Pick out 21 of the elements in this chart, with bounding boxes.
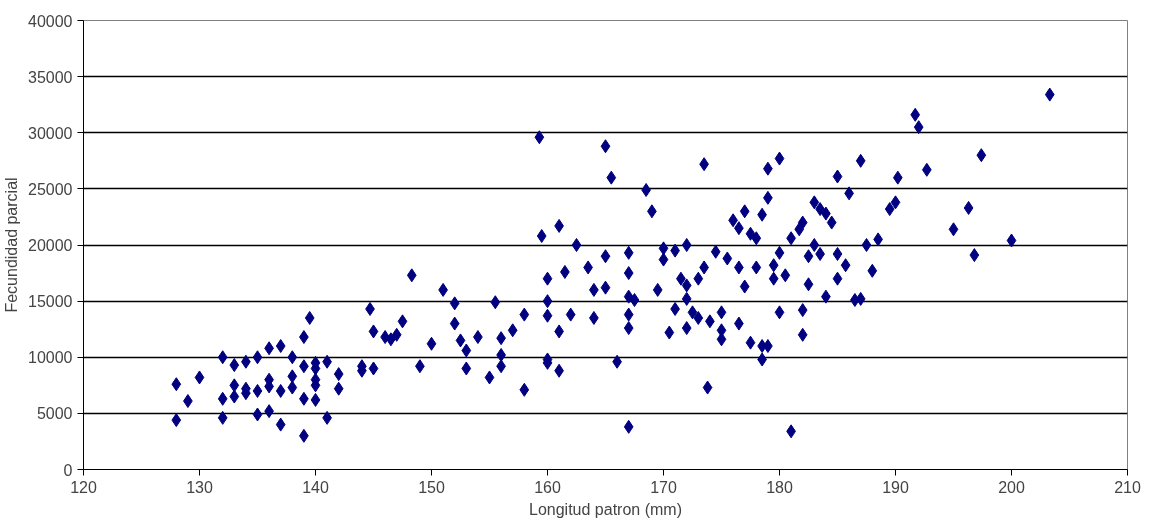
y-tick-label: 15000 xyxy=(28,293,73,311)
x-tick-label: 190 xyxy=(882,478,909,496)
x-tick-label: 150 xyxy=(418,478,445,496)
x-tick-label: 160 xyxy=(534,478,561,496)
x-tick-label: 140 xyxy=(302,478,329,496)
y-tick-label: 10000 xyxy=(28,349,73,367)
x-tick-label: 210 xyxy=(1114,478,1141,496)
x-tick-label: 170 xyxy=(650,478,677,496)
x-tick-label: 120 xyxy=(70,478,97,496)
y-tick-label: 20000 xyxy=(28,237,73,254)
y-tick-label: 25000 xyxy=(28,180,73,198)
x-tick-label: 130 xyxy=(186,478,213,496)
y-tick-label: 5000 xyxy=(36,405,73,423)
x-axis-title: Longitud patron (mm) xyxy=(529,500,682,518)
x-tick-label: 180 xyxy=(766,478,793,496)
y-tick-label: 40000 xyxy=(28,12,73,30)
y-tick-label: 0 xyxy=(63,461,73,479)
x-tick-label: 200 xyxy=(998,478,1025,496)
y-axis-title: Fecundidad parcial xyxy=(3,177,21,313)
y-tick-label: 35000 xyxy=(28,68,73,86)
y-tick-label: 30000 xyxy=(28,124,73,142)
